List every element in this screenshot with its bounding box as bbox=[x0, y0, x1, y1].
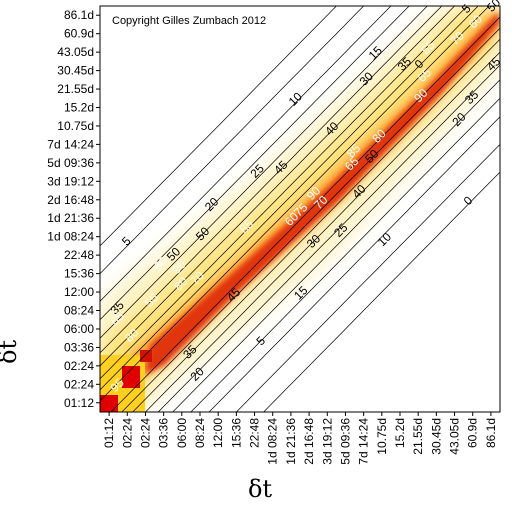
y-tick-label: 02:24 bbox=[64, 377, 94, 391]
x-tick-label: 5d 09:36 bbox=[338, 418, 352, 465]
x-tick-label: 06:00 bbox=[175, 418, 189, 448]
contour-line bbox=[100, 6, 337, 247]
y-tick-label: 21.55d bbox=[57, 82, 94, 96]
y-tick-label: 01:12 bbox=[64, 396, 94, 410]
y-tick-label: 15:36 bbox=[64, 267, 94, 281]
band-level-peak bbox=[145, 12, 500, 375]
x-tick-label: 30.45d bbox=[429, 418, 443, 455]
contour-line bbox=[100, 6, 468, 380]
contour-line bbox=[100, 6, 365, 275]
corner-block-red-3 bbox=[140, 350, 152, 362]
y-tick-label: 1d 08:24 bbox=[47, 230, 94, 244]
x-tick-label: 1d 21:36 bbox=[284, 418, 298, 465]
plot-area bbox=[99, 5, 501, 413]
y-axis: 01:12 02:24 02:24 03:36 06:00 08:24 12:00 15:36… bbox=[47, 8, 100, 410]
y-tick-label: 08:24 bbox=[64, 304, 94, 318]
x-tick-label: 1d 08:24 bbox=[266, 418, 280, 465]
y-tick-label: 1d 21:36 bbox=[47, 211, 94, 225]
contour-line bbox=[132, 38, 500, 412]
contour-line bbox=[100, 6, 490, 402]
y-tick-label: 22:48 bbox=[64, 248, 94, 262]
x-tick-label: 10.75d bbox=[375, 418, 389, 455]
y-tick-label: 03:36 bbox=[64, 340, 94, 354]
contour-line bbox=[100, 6, 479, 391]
x-tick-label: 15:36 bbox=[229, 418, 243, 448]
y-tick-label: 2d 16:48 bbox=[47, 193, 94, 207]
contour-line bbox=[157, 64, 500, 412]
y-tick-label: 02:24 bbox=[64, 359, 94, 373]
x-tick-label: 02:24 bbox=[120, 418, 134, 448]
heatmap-field bbox=[100, 6, 500, 412]
y-tick-label: 3d 19:12 bbox=[47, 174, 94, 188]
x-axis-title: δt bbox=[248, 475, 272, 503]
contour-line bbox=[100, 6, 428, 339]
y-tick-label: 10.75d bbox=[57, 119, 94, 133]
y-tick-label: 60.9d bbox=[64, 27, 94, 41]
contour-line bbox=[208, 116, 500, 412]
x-tick-label: 03:36 bbox=[157, 418, 171, 448]
x-tick-label: 2d 16:48 bbox=[302, 418, 316, 465]
x-tick-label: 7d 14:24 bbox=[357, 418, 371, 465]
x-tick-label: 08:24 bbox=[193, 418, 207, 448]
x-tick-label: 15.2d bbox=[393, 418, 407, 448]
y-tick-label: 86.1d bbox=[64, 8, 94, 22]
x-axis: 01:12 02:24 02:24 03:36 06:00 08:24 12:00 15:36… bbox=[102, 412, 498, 465]
x-tick-label: 01:12 bbox=[102, 418, 116, 448]
contour-line bbox=[190, 97, 500, 412]
copyright-text: Copyright Gilles Zumbach 2012 bbox=[112, 15, 266, 27]
x-tick-label: 86.1d bbox=[484, 418, 498, 448]
contour-line bbox=[172, 79, 500, 412]
x-tick-label: 12:00 bbox=[211, 418, 225, 448]
plot-frame bbox=[99, 5, 501, 413]
contour-line bbox=[145, 51, 500, 412]
contour-line bbox=[100, 6, 443, 354]
x-tick-label: 02:24 bbox=[138, 418, 152, 448]
x-tick-label: 22:48 bbox=[248, 418, 262, 448]
contour-line bbox=[100, 6, 455, 367]
x-tick-label: 60.9d bbox=[466, 418, 480, 448]
corner-block-red-1 bbox=[100, 395, 118, 412]
contour-line bbox=[235, 143, 500, 412]
y-axis-title: δt bbox=[0, 340, 22, 364]
y-tick-label: 30.45d bbox=[57, 64, 94, 78]
y-tick-label: 43.05d bbox=[57, 45, 94, 59]
x-tick-label: 43.05d bbox=[448, 418, 462, 455]
y-tick-label: 12:00 bbox=[64, 285, 94, 299]
y-tick-label: 06:00 bbox=[64, 322, 94, 336]
contour-line bbox=[263, 171, 500, 412]
contour-line bbox=[110, 16, 500, 412]
y-tick-label: 15.2d bbox=[64, 101, 94, 115]
x-tick-label: 3d 19:12 bbox=[320, 418, 334, 465]
x-tick-label: 21.55d bbox=[411, 418, 425, 455]
contour-line bbox=[100, 6, 392, 302]
y-tick-label: 7d 14:24 bbox=[47, 137, 94, 151]
contour-line bbox=[100, 6, 410, 321]
contour-line bbox=[121, 27, 500, 412]
corner-block-red-2 bbox=[122, 366, 140, 388]
y-tick-label: 5d 09:36 bbox=[47, 156, 94, 170]
contour-lines bbox=[100, 6, 500, 412]
